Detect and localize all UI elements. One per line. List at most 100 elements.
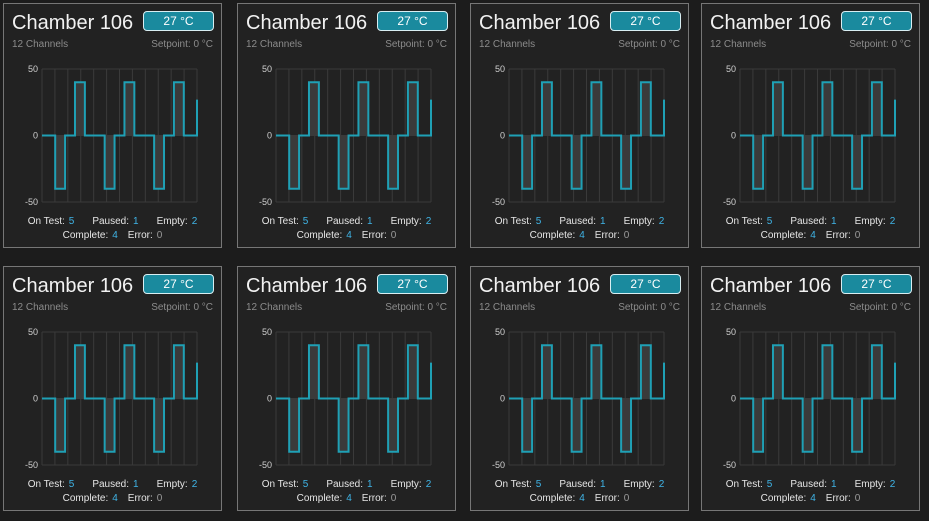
chamber-card[interactable]: Chamber 106 27 °C 12 Channels Setpoint: 0 °… [3,266,222,511]
complete-count: 4 [579,230,585,241]
data-point [318,398,319,399]
data-point [565,398,566,399]
data-point [555,398,556,399]
data-point [647,82,648,83]
y-tick-label: 0 [267,131,272,141]
chamber-card[interactable]: Chamber 106 27 °C 12 Channels Setpoint: 0 °… [470,3,689,248]
paused-count: 1 [133,479,139,490]
data-point [607,135,608,136]
data-point [374,135,375,136]
data-point [417,398,418,399]
data-point [512,135,513,136]
data-point [657,135,658,136]
data-point [127,345,128,346]
data-point [414,82,415,83]
data-point [285,398,286,399]
chamber-card[interactable]: Chamber 106 27 °C 12 Channels Setpoint: 0 °… [237,3,456,248]
data-point [786,398,787,399]
chamber-card[interactable]: Chamber 106 27 °C 12 Channels Setpoint: 0 °… [3,3,222,248]
stats-row: On Test: 5 Paused: 1 Empty: 2 [471,479,688,490]
data-point [822,82,823,83]
data-point [561,135,562,136]
error-count: 0 [390,493,397,504]
on-test-label: On Test: [261,479,299,490]
paused-label: Paused: [326,216,364,227]
data-point [769,135,770,136]
data-point [88,398,89,399]
data-point [558,135,559,136]
chamber-card[interactable]: Chamber 106 27 °C 12 Channels Setpoint: 0 °… [701,266,920,511]
data-point [107,451,108,452]
data-point [759,451,760,452]
empty-label: Empty: [854,479,886,490]
setpoint-label: Setpoint: 0 °C [151,302,213,313]
data-point [611,398,612,399]
data-point [348,135,349,136]
data-point [647,345,648,346]
series-area [740,82,895,189]
data-point [634,398,635,399]
data-point [548,82,549,83]
on-test-count: 5 [535,479,542,490]
data-point [173,345,174,346]
y-tick-label: -50 [259,197,272,207]
data-point [401,135,402,136]
data-point [131,345,132,346]
data-point [782,135,783,136]
data-point [338,451,339,452]
data-point [150,135,151,136]
data-point [871,82,872,83]
data-point [522,451,523,452]
error-label: Error: [594,493,620,504]
paused-stat: Paused: 1 [559,479,605,490]
chamber-title: Chamber 106 [246,275,368,297]
data-point [381,135,382,136]
channel-count: 12 Channels [246,39,303,50]
empty-stat: Empty: 2 [391,479,432,490]
empty-stat: Empty: 2 [157,479,198,490]
data-point [368,398,369,399]
series-line [740,344,896,453]
data-point [157,451,158,452]
data-point [832,398,833,399]
data-point [881,135,882,136]
complete-label: Complete: [529,230,576,241]
data-point [640,82,641,83]
complete-count: 4 [810,493,816,504]
data-point [282,398,283,399]
chamber-card[interactable]: Chamber 106 27 °C 12 Channels Setpoint: 0 °… [470,266,689,511]
data-point [578,188,579,189]
data-point [74,82,75,83]
data-point [835,135,836,136]
y-tick-label: 50 [28,64,38,74]
data-point [518,135,519,136]
data-point [302,135,303,136]
chamber-card[interactable]: Chamber 106 27 °C 12 Channels Setpoint: 0 °… [237,266,456,511]
chamber-card[interactable]: Chamber 106 27 °C 12 Channels Setpoint: 0 °… [701,3,920,248]
data-point [594,82,595,83]
data-point [545,345,546,346]
data-point [812,398,813,399]
error-label: Error: [825,493,851,504]
data-point [65,135,66,136]
on-test-label: On Test: [725,216,763,227]
data-point [398,398,399,399]
complete-stat: Complete: 4 [530,493,585,504]
data-point [71,398,72,399]
data-point [772,345,773,346]
series-line [740,81,896,190]
chamber-title: Chamber 106 [710,12,832,34]
data-point [792,135,793,136]
on-test-stat: On Test: 5 [262,216,309,227]
data-point [358,345,359,346]
data-point [786,135,787,136]
data-point [289,188,290,189]
data-point [48,135,49,136]
data-point [525,451,526,452]
paused-stat: Paused: 1 [326,216,372,227]
on-test-stat: On Test: 5 [262,479,309,490]
data-point [881,398,882,399]
data-point [799,135,800,136]
data-point [878,82,879,83]
error-count: 0 [156,230,163,241]
